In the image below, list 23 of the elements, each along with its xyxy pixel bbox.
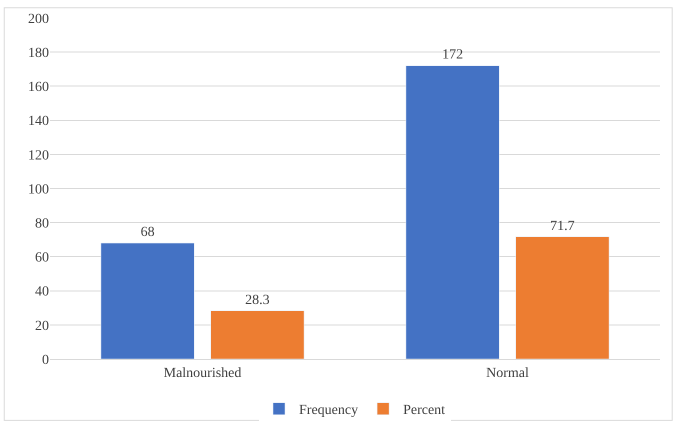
legend-label: Percent bbox=[403, 403, 446, 418]
legend-label: Frequency bbox=[299, 403, 358, 418]
data-label: 71.7 bbox=[550, 218, 575, 234]
bar bbox=[515, 236, 610, 359]
y-tick-label: 180 bbox=[28, 46, 49, 61]
y-tick-label: 80 bbox=[35, 216, 49, 232]
bar bbox=[406, 65, 500, 359]
data-label: 28.3 bbox=[245, 292, 270, 308]
bar bbox=[100, 242, 195, 359]
bar bbox=[210, 310, 304, 359]
y-tick-label: 60 bbox=[35, 250, 49, 266]
y-tick-label: 200 bbox=[28, 12, 49, 27]
y-tick-label: 140 bbox=[28, 114, 49, 130]
y-tick-label: 0 bbox=[42, 352, 49, 368]
y-tick-label: 40 bbox=[35, 284, 49, 300]
y-tick-label: 160 bbox=[28, 80, 49, 96]
y-tick-label: 20 bbox=[35, 318, 49, 334]
x-tick-label: Normal bbox=[486, 366, 529, 381]
data-label: 172 bbox=[442, 48, 464, 63]
y-tick-label: 120 bbox=[28, 148, 49, 164]
x-tick-label: Malnourished bbox=[164, 366, 242, 381]
y-tick-label: 100 bbox=[28, 182, 49, 198]
data-label: 68 bbox=[140, 225, 155, 240]
